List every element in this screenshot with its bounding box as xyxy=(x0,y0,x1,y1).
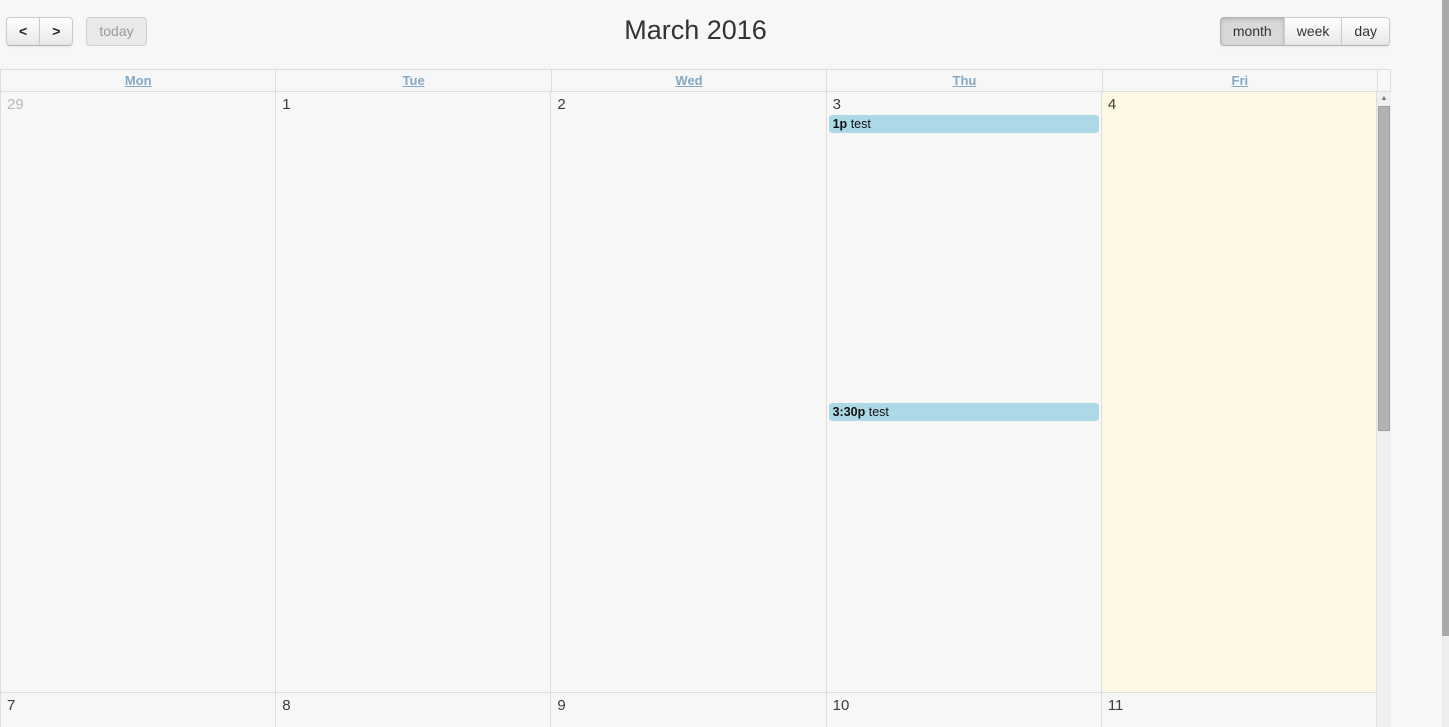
day-number: 9 xyxy=(557,697,566,714)
day-cell-mar-8[interactable]: 8 xyxy=(275,693,550,727)
day-number: 7 xyxy=(7,697,16,714)
event-1p-test[interactable]: 1p test xyxy=(828,115,1099,133)
day-header-wed[interactable]: Wed xyxy=(550,70,827,92)
day-header-thu[interactable]: Thu xyxy=(826,70,1102,92)
day-cell-mar-1[interactable]: 1 xyxy=(275,92,550,692)
day-cell-mar-9[interactable]: 9 xyxy=(550,693,825,727)
calendar-grid: 29 1 2 3 1p test xyxy=(0,92,1378,727)
day-number: 2 xyxy=(557,96,566,113)
day-header-tue[interactable]: Tue xyxy=(275,70,551,92)
week-row-1: 29 1 2 3 1p test xyxy=(0,92,1378,693)
toolbar-left: < > today xyxy=(6,17,147,46)
nav-button-group: < > xyxy=(6,17,74,46)
day-cell-mar-3[interactable]: 3 1p test 3:30p test xyxy=(825,92,1101,692)
day-cell-mar-11[interactable]: 11 xyxy=(1100,693,1378,727)
view-week-button[interactable]: week xyxy=(1283,17,1343,46)
prev-button[interactable]: < xyxy=(6,17,41,46)
view-switcher: month week day xyxy=(1219,17,1390,46)
day-cell-mar-4-today[interactable]: 4 xyxy=(1100,92,1378,692)
month-view: Mon Tue Wed Thu Fri 29 1 2 xyxy=(0,69,1392,727)
calendar-scrollbar-thumb[interactable] xyxy=(1378,106,1390,431)
day-header-fri[interactable]: Fri xyxy=(1101,70,1378,92)
calendar-body: 29 1 2 3 1p test xyxy=(0,92,1391,727)
day-number: 4 xyxy=(1107,96,1117,113)
event-330p-test[interactable]: 3:30p test xyxy=(828,403,1099,421)
day-header-mon[interactable]: Mon xyxy=(0,70,276,92)
day-cell-mar-10[interactable]: 10 xyxy=(825,693,1101,727)
window-scrollbar-thumb[interactable] xyxy=(1442,0,1449,636)
event-title: test xyxy=(850,117,871,131)
chevron-right-icon: > xyxy=(52,23,61,39)
week-row-2: 7 8 9 10 11 xyxy=(0,693,1378,727)
day-number: 11 xyxy=(1107,697,1124,714)
day-cell-feb-29[interactable]: 29 xyxy=(0,92,275,692)
next-button[interactable]: > xyxy=(39,17,74,46)
calendar-scrollbar[interactable]: ▲ xyxy=(1377,92,1391,727)
scroll-up-icon[interactable]: ▲ xyxy=(1380,95,1388,102)
view-day-button[interactable]: day xyxy=(1341,17,1390,46)
day-header-row: Mon Tue Wed Thu Fri xyxy=(0,69,1392,92)
day-number: 10 xyxy=(832,697,850,714)
view-month-button[interactable]: month xyxy=(1219,17,1285,46)
calendar-title: March 2016 xyxy=(624,15,767,45)
chevron-left-icon: < xyxy=(19,23,28,39)
calendar-app: < > today March 2016 month week day Mon … xyxy=(0,0,1392,727)
toolbar: < > today March 2016 month week day xyxy=(0,0,1391,69)
day-cell-mar-7[interactable]: 7 xyxy=(0,693,275,727)
day-number: 8 xyxy=(282,697,291,714)
today-button[interactable]: today xyxy=(86,17,147,46)
day-cell-mar-2[interactable]: 2 xyxy=(550,92,825,692)
scrollbar-gutter xyxy=(1377,70,1392,92)
day-number: 1 xyxy=(282,96,291,113)
day-number: 3 xyxy=(832,96,841,113)
event-time: 1p xyxy=(832,117,848,131)
event-title: test xyxy=(868,405,889,419)
event-time: 3:30p xyxy=(832,405,866,419)
window-scrollbar[interactable] xyxy=(1442,0,1449,727)
day-number: 29 xyxy=(7,96,24,113)
